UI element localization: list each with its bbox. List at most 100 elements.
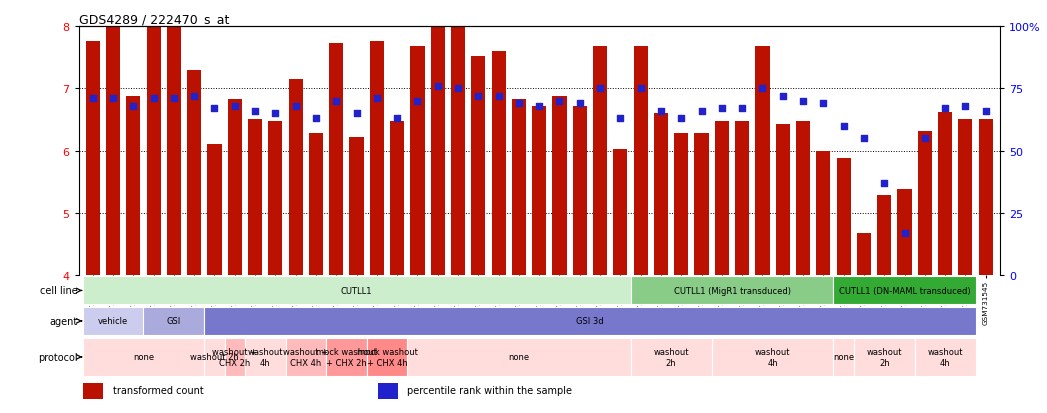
Bar (735, 121, 750, 275)
Bar (674, 134, 688, 275)
Bar (512, 100, 526, 275)
Point (612, 116, 629, 122)
Point (592, 86, 608, 93)
Point (511, 101, 528, 107)
Bar (915, 338, 976, 376)
Point (713, 106, 730, 112)
Bar (370, 43, 384, 275)
Bar (451, 27, 465, 275)
Point (287, 103, 304, 110)
Bar (694, 134, 709, 275)
Bar (326, 338, 366, 376)
Point (226, 103, 243, 110)
Point (815, 101, 831, 107)
Point (937, 106, 954, 112)
Bar (207, 145, 222, 275)
Text: GDS4289 / 222470_s_at: GDS4289 / 222470_s_at (79, 13, 229, 26)
Bar (833, 277, 976, 305)
Bar (329, 44, 343, 275)
Bar (614, 150, 627, 275)
Text: CUTLL1 (MigR1 transduced): CUTLL1 (MigR1 transduced) (673, 286, 790, 295)
Bar (715, 121, 729, 275)
Bar (268, 121, 283, 275)
Bar (289, 80, 303, 275)
Bar (248, 120, 262, 275)
Point (206, 106, 223, 112)
Point (693, 108, 710, 115)
Text: washout +
CHX 2h: washout + CHX 2h (213, 347, 258, 367)
Bar (127, 97, 140, 275)
Bar (187, 70, 201, 275)
Bar (630, 277, 833, 305)
Text: washout
2h: washout 2h (867, 347, 901, 367)
Bar (83, 307, 143, 335)
Point (328, 98, 344, 105)
Bar (654, 114, 668, 275)
Point (85, 96, 102, 102)
Point (896, 230, 913, 237)
Bar (897, 190, 912, 275)
Bar (630, 338, 712, 376)
Point (916, 135, 933, 142)
Bar (106, 27, 120, 275)
Point (795, 98, 811, 105)
Point (734, 106, 751, 112)
Point (247, 108, 264, 115)
Point (775, 93, 792, 100)
Bar (286, 338, 326, 376)
Bar (204, 307, 976, 335)
Text: CUTLL1 (DN-MAML transduced): CUTLL1 (DN-MAML transduced) (839, 286, 971, 295)
Bar (366, 338, 407, 376)
Text: washout
4h: washout 4h (247, 347, 283, 367)
Bar (143, 307, 204, 335)
Text: washout
2h: washout 2h (653, 347, 689, 367)
Bar (532, 107, 547, 275)
Text: CUTLL1: CUTLL1 (341, 286, 373, 295)
Point (267, 111, 284, 117)
Bar (83, 338, 204, 376)
Bar (917, 131, 932, 275)
Bar (391, 121, 404, 275)
Bar (407, 338, 630, 376)
Bar (958, 120, 973, 275)
Text: washout
4h: washout 4h (928, 347, 963, 367)
Bar (837, 159, 851, 275)
Point (673, 116, 690, 122)
Bar (350, 138, 363, 275)
Point (957, 103, 974, 110)
Bar (86, 43, 99, 275)
Point (652, 108, 669, 115)
Bar (553, 97, 566, 275)
Bar (83, 277, 630, 305)
Bar (378, 383, 398, 399)
Point (876, 180, 893, 187)
Bar (410, 47, 424, 275)
Bar (491, 52, 506, 275)
Text: percentile rank within the sample: percentile rank within the sample (407, 385, 573, 395)
Point (388, 116, 405, 122)
Point (551, 98, 567, 105)
Point (470, 93, 487, 100)
Bar (776, 125, 789, 275)
Bar (245, 338, 286, 376)
Point (349, 111, 365, 117)
Point (165, 96, 182, 102)
Point (490, 93, 507, 100)
Text: mock washout
+ CHX 4h: mock washout + CHX 4h (357, 347, 418, 367)
Bar (147, 27, 161, 275)
Point (531, 103, 548, 110)
Bar (833, 338, 853, 376)
Point (369, 96, 385, 102)
Text: vehicle: vehicle (98, 317, 128, 325)
Bar (166, 27, 181, 275)
Bar (227, 100, 242, 275)
Bar (853, 338, 915, 376)
Point (632, 86, 649, 93)
Bar (204, 338, 225, 376)
Point (855, 135, 872, 142)
Text: washout
4h: washout 4h (755, 347, 790, 367)
Point (572, 101, 588, 107)
Point (146, 96, 162, 102)
Point (836, 123, 852, 130)
Text: mock washout
+ CHX 2h: mock washout + CHX 2h (316, 347, 377, 367)
